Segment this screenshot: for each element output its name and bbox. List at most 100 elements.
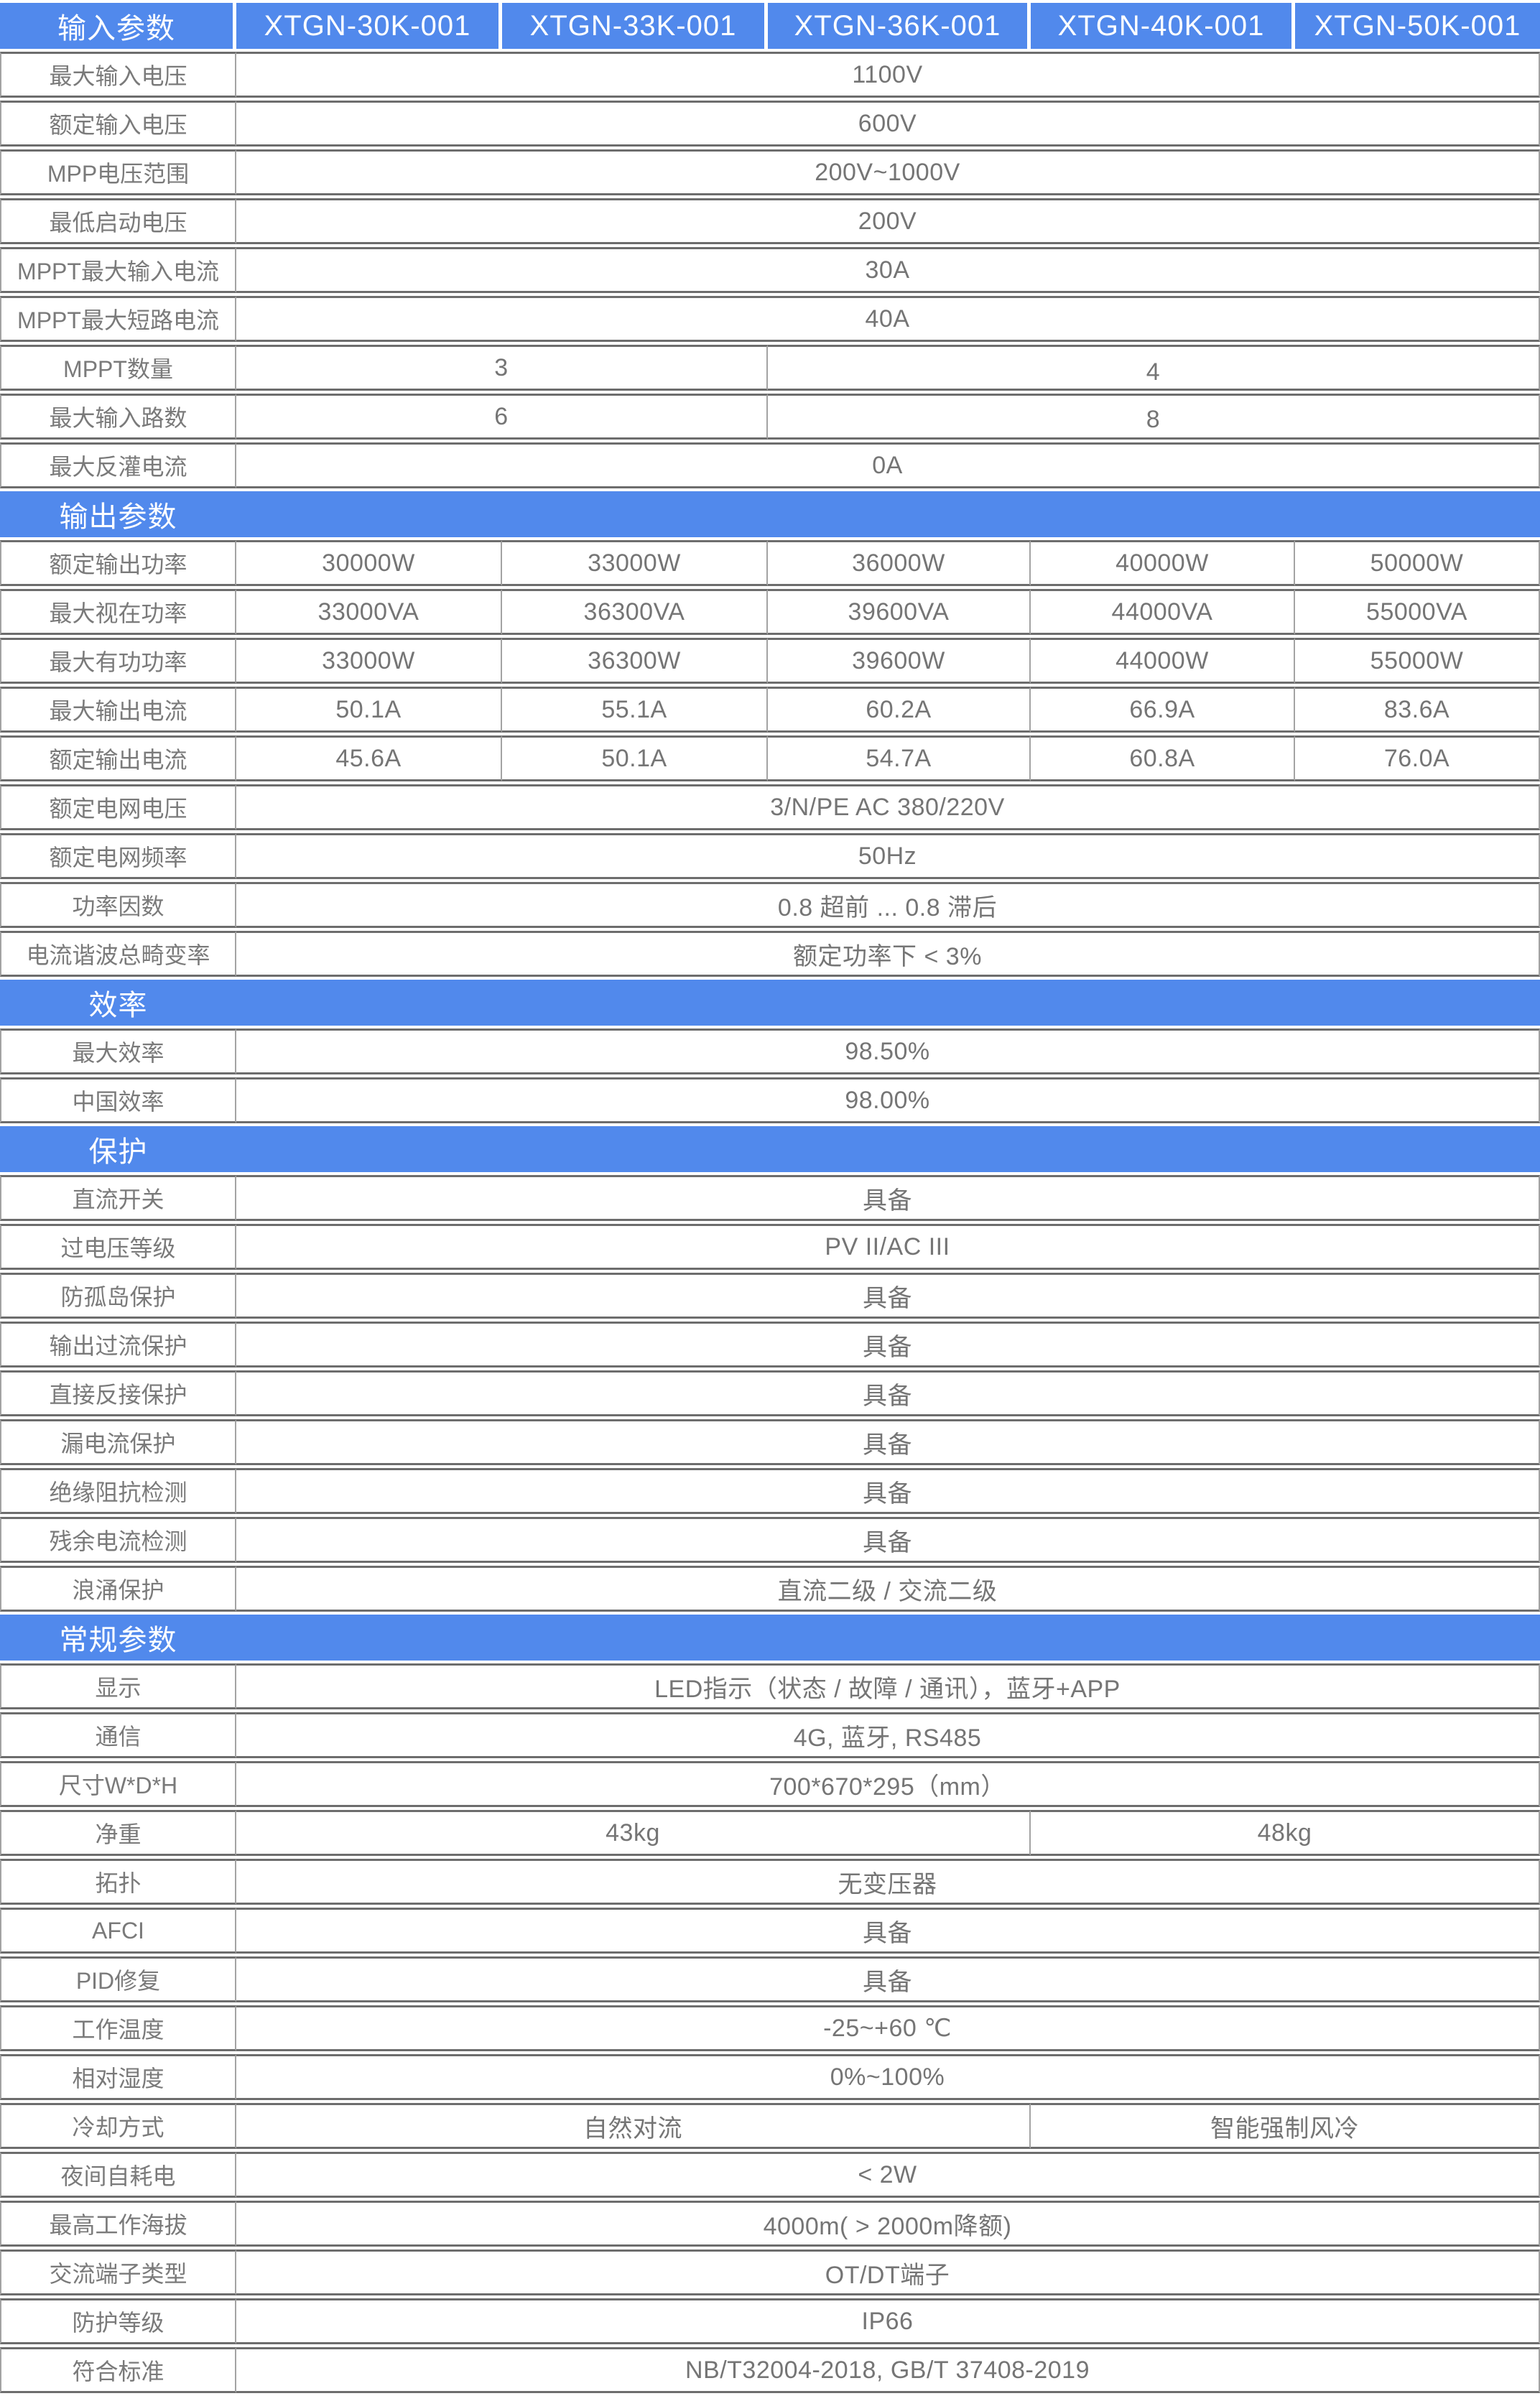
spec-value-cell: 4000m( > 2000m降额)	[236, 2201, 1540, 2247]
row-label: 绝缘阻抗检测	[0, 1468, 236, 1514]
spec-value-cell: 1100V	[236, 52, 1540, 98]
table-row: 防孤岛保护 具备	[0, 1273, 1540, 1319]
spec-value-cell: 50000W	[1295, 540, 1540, 586]
spec-value-cell: LED指示（状态 / 故障 / 通讯），蓝牙+APP	[236, 1663, 1540, 1709]
row-label: MPPT数量	[0, 345, 236, 391]
table-row: MPP电压范围 200V~1000V	[0, 149, 1540, 195]
table-row: 过电压等级 PV II/AC III	[0, 1224, 1540, 1270]
table-row: 符合标准 NB/T32004-2018, GB/T 37408-2019	[0, 2347, 1540, 2393]
row-label: 直流开关	[0, 1175, 236, 1221]
table-row: 绝缘阻抗检测 具备	[0, 1468, 1540, 1514]
model-column-header: XTGN-40K-001	[1031, 3, 1295, 49]
spec-value-cell: -25~+60 ℃	[236, 2005, 1540, 2051]
table-row: MPPT最大输入电流 30A	[0, 247, 1540, 293]
models-header-row: 输入参数 XTGN-30K-001 XTGN-33K-001 XTGN-36K-001…	[0, 3, 1540, 49]
row-label: 直接反接保护	[0, 1370, 236, 1416]
spec-value-cell: 0.8 超前 ... 0.8 滞后	[236, 882, 1540, 928]
row-label: 浪涌保护	[0, 1566, 236, 1612]
spec-value-cell: < 2W	[236, 2152, 1540, 2198]
spec-value-cell: 30000W	[236, 540, 502, 586]
row-label: 通信	[0, 1712, 236, 1758]
table-row: 电流谐波总畸变率 额定功率下 < 3%	[0, 931, 1540, 977]
row-label: 相对湿度	[0, 2054, 236, 2100]
spec-value-cell: 55000W	[1295, 638, 1540, 684]
row-label: 净重	[0, 1810, 236, 1856]
table-row: 漏电流保护 具备	[0, 1419, 1540, 1465]
row-label: 额定电网电压	[0, 784, 236, 830]
section-header: 效率	[0, 980, 1540, 1026]
row-label: 工作温度	[0, 2005, 236, 2051]
spec-value-cell: 39600W	[768, 638, 1031, 684]
row-label: MPP电压范围	[0, 149, 236, 195]
spec-value-cell: 66.9A	[1031, 687, 1295, 733]
row-label: AFCI	[0, 1908, 236, 1954]
row-label: 冷却方式	[0, 2103, 236, 2149]
spec-value-cell: 54.7A	[768, 735, 1031, 781]
table-row: 最大输入电压 1100V	[0, 52, 1540, 98]
spec-value-cell: 43kg	[236, 1810, 1031, 1856]
row-label: 夜间自耗电	[0, 2152, 236, 2198]
model-column-header: XTGN-50K-001	[1295, 3, 1540, 49]
table-row: 净重 43kg 48kg	[0, 1810, 1540, 1856]
table-row: 最大有功功率 33000W 36300W 39600W 44000W 55000W	[0, 638, 1540, 684]
section-header-row: 输出参数	[0, 491, 1540, 537]
spec-value-cell: 48kg	[1031, 1810, 1540, 1856]
spec-value-cell: 44000VA	[1031, 589, 1295, 635]
spec-value-cell: 3/N/PE AC 380/220V	[236, 784, 1540, 830]
section-header-row: 常规参数	[0, 1615, 1540, 1661]
table-row: 通信 4G, 蓝牙, RS485	[0, 1712, 1540, 1758]
spec-value-cell: 60.2A	[768, 687, 1031, 733]
table-row: 防护等级 IP66	[0, 2298, 1540, 2344]
row-label: 功率因数	[0, 882, 236, 928]
table-row: 最大视在功率 33000VA 36300VA 39600VA 44000VA 55000V…	[0, 589, 1540, 635]
spec-value-cell: 55000VA	[1295, 589, 1540, 635]
spec-value-cell: 700*670*295（mm）	[236, 1761, 1540, 1807]
spec-value-cell: 0A	[236, 442, 1540, 488]
spec-value-cell: 8	[768, 394, 1540, 440]
table-row: 显示 LED指示（状态 / 故障 / 通讯），蓝牙+APP	[0, 1663, 1540, 1709]
spec-value-cell: 36000W	[768, 540, 1031, 586]
row-label: 输出过流保护	[0, 1322, 236, 1368]
row-label: 拓扑	[0, 1859, 236, 1905]
spec-value-cell: 200V	[236, 198, 1540, 244]
section-header-row: 效率	[0, 980, 1540, 1026]
spec-value-cell: 自然对流	[236, 2103, 1031, 2149]
spec-value-cell: 具备	[236, 1517, 1540, 1563]
table-row: 中国效率 98.00%	[0, 1077, 1540, 1123]
row-label: 最大输入路数	[0, 394, 236, 440]
spec-value-cell: 智能强制风冷	[1031, 2103, 1540, 2149]
spec-value-cell: 33000W	[502, 540, 768, 586]
row-label: 漏电流保护	[0, 1419, 236, 1465]
table-row: 功率因数 0.8 超前 ... 0.8 滞后	[0, 882, 1540, 928]
spec-value-cell: 4	[768, 345, 1540, 391]
spec-value-cell: 33000W	[236, 638, 502, 684]
table-row: 额定输出电流 45.6A 50.1A 54.7A 60.8A 76.0A	[0, 735, 1540, 781]
table-row: 额定电网频率 50Hz	[0, 833, 1540, 879]
section-title-label: 保护	[88, 1136, 148, 1168]
row-label: 交流端子类型	[0, 2249, 236, 2295]
row-label: 额定输出功率	[0, 540, 236, 586]
table-row: 工作温度 -25~+60 ℃	[0, 2005, 1540, 2051]
spec-value-cell: 50.1A	[502, 735, 768, 781]
spec-value-cell: 直流二级 / 交流二级	[236, 1566, 1540, 1612]
spec-value-cell: 36300VA	[502, 589, 768, 635]
table-row: AFCI 具备	[0, 1908, 1540, 1954]
table-row: 最低启动电压 200V	[0, 198, 1540, 244]
section-header: 保护	[0, 1126, 1540, 1172]
row-label: 最大有功功率	[0, 638, 236, 684]
spec-value-cell: 76.0A	[1295, 735, 1540, 781]
table-row: 最大效率 98.50%	[0, 1028, 1540, 1074]
spec-value-cell: 30A	[236, 247, 1540, 293]
spec-value-cell: 200V~1000V	[236, 149, 1540, 195]
table-row: PID修复 具备	[0, 1956, 1540, 2002]
row-label: 最大视在功率	[0, 589, 236, 635]
spec-value-cell: 40000W	[1031, 540, 1295, 586]
spec-value-cell: 6	[236, 394, 768, 440]
table-row: 最大反灌电流 0A	[0, 442, 1540, 488]
spec-value-cell: 40A	[236, 296, 1540, 342]
row-label: 最低启动电压	[0, 198, 236, 244]
table-row: 残余电流检测 具备	[0, 1517, 1540, 1563]
section-title-input-params: 输入参数	[0, 3, 236, 49]
spec-value-cell: 具备	[236, 1322, 1540, 1368]
